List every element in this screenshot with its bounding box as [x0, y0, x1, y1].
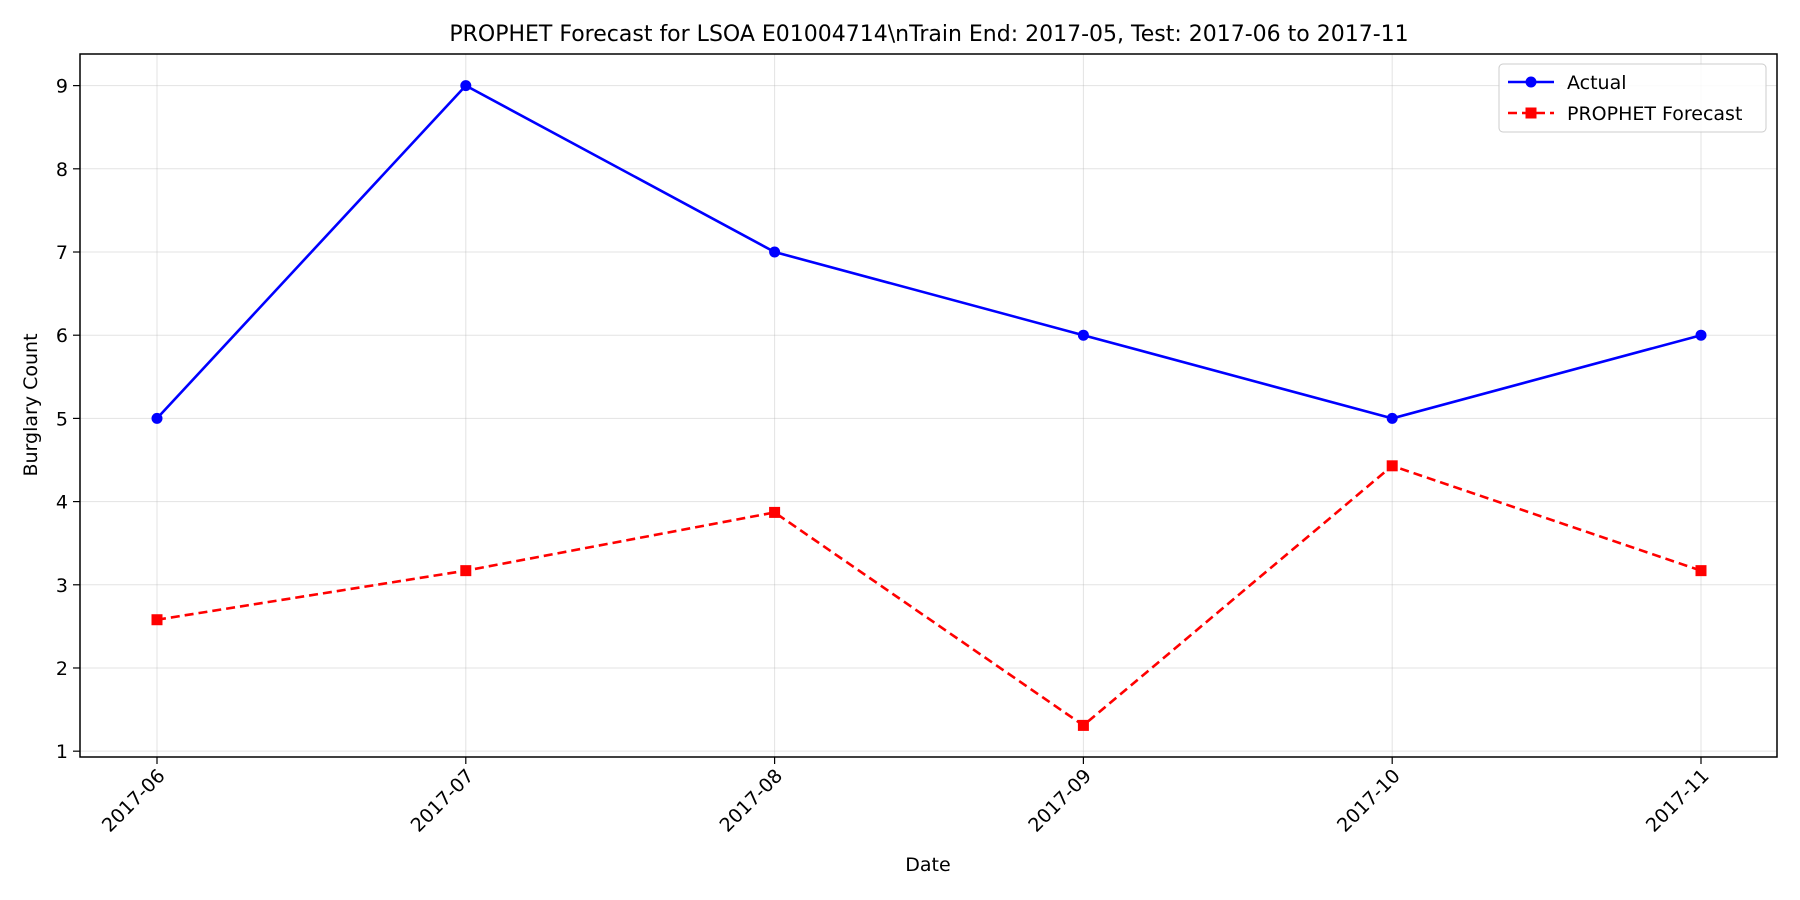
data-point-prophet-forecast: [1386, 460, 1398, 472]
legend-frame: [1498, 63, 1767, 133]
series-line-actual: [156, 84, 1702, 420]
data-point-prophet-forecast: [151, 614, 163, 626]
series-actual: [151, 80, 1707, 424]
y-tick-label: 6: [56, 325, 68, 347]
data-point-actual: [151, 412, 163, 424]
y-tick-label: 9: [56, 76, 68, 98]
legend-marker-actual: [1525, 76, 1537, 88]
plot-frame: [79, 53, 1778, 758]
x-axis-label: Date: [905, 854, 950, 876]
y-tick-label: 3: [56, 575, 68, 597]
data-point-actual: [1695, 329, 1707, 341]
series-line-prophet-forecast: [156, 464, 1702, 727]
data-point-prophet-forecast: [1077, 719, 1089, 731]
data-point-actual: [769, 246, 781, 258]
y-tick-label: 5: [56, 408, 68, 430]
legend-marker-prophet-forecast: [1525, 107, 1537, 119]
y-tick-label: 1: [56, 741, 68, 763]
legend: Actual PROPHET Forecast: [1498, 63, 1767, 133]
data-point-actual: [1386, 412, 1398, 424]
legend-entry-prophet-forecast: PROPHET Forecast: [1508, 103, 1742, 125]
legend-entry-actual: Actual: [1508, 72, 1627, 94]
data-point-prophet-forecast: [1695, 565, 1707, 577]
y-tick-label: 8: [56, 159, 68, 181]
y-tick-label: 2: [56, 658, 68, 680]
data-point-prophet-forecast: [769, 506, 781, 518]
legend-label-prophet-forecast: PROPHET Forecast: [1567, 103, 1742, 125]
series-prophet-forecast: [151, 460, 1707, 731]
data-point-prophet-forecast: [460, 565, 472, 577]
data-point-actual: [460, 80, 472, 92]
y-axis-label: Burglary Count: [20, 333, 42, 476]
series: [151, 80, 1707, 731]
chart-title: PROPHET Forecast for LSOA E01004714\nTra…: [449, 22, 1408, 47]
grid: [80, 54, 1777, 757]
legend-label-actual: Actual: [1567, 72, 1627, 94]
y-tick-label: 7: [56, 242, 68, 264]
y-tick-label: 4: [56, 492, 68, 514]
data-point-actual: [1077, 329, 1089, 341]
